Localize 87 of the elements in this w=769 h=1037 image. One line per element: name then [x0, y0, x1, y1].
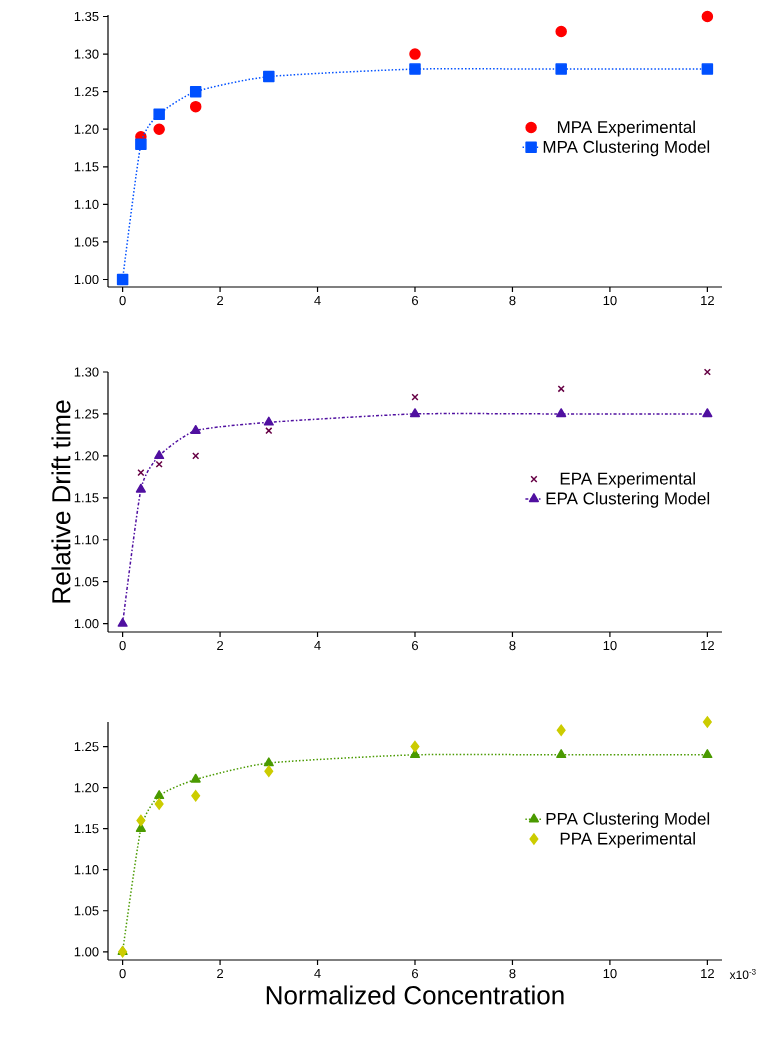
point	[409, 408, 421, 418]
x-tick-label: 6	[412, 295, 419, 306]
point	[557, 385, 565, 393]
point	[556, 408, 567, 418]
x-tick-label: 2	[217, 640, 224, 650]
y-tick-label: 1.10	[74, 199, 99, 209]
y-axis-title: Relative Drift time	[51, 400, 71, 603]
x-tick-label: 8	[509, 640, 516, 651]
point	[135, 483, 146, 493]
x-tick-label: 12	[701, 640, 714, 650]
x-tick-label: 4	[314, 968, 321, 978]
point	[702, 749, 713, 759]
y-tick-label: 1.35	[74, 11, 99, 22]
point	[556, 724, 566, 736]
point	[154, 790, 165, 800]
y-tick-label: 1.30	[74, 49, 99, 59]
y-tick-label: 1.05	[74, 577, 99, 587]
point	[154, 450, 165, 460]
x-tick-label: 8	[509, 295, 516, 306]
legend-label: EPA Clustering Model	[546, 492, 710, 508]
point	[116, 273, 129, 286]
point	[190, 424, 201, 434]
point	[555, 63, 567, 75]
x-tick-label: 0	[119, 968, 126, 979]
point	[135, 138, 147, 150]
x-tick-label: 12	[701, 295, 714, 306]
point	[263, 70, 275, 83]
x-tick-label: 2	[217, 968, 224, 978]
y-tick-label: 1.15	[74, 824, 99, 834]
x-tick-label: 12	[701, 968, 714, 978]
y-tick-label: 1.20	[74, 451, 99, 461]
x-tick-label: 10	[603, 640, 617, 651]
point	[556, 749, 567, 759]
x-tick-label: 10	[603, 295, 617, 306]
point	[154, 798, 164, 810]
legend-label: MPA Experimental	[557, 120, 695, 137]
y-tick-label: 1.10	[74, 865, 99, 875]
legend-label: PPA Clustering Model	[546, 812, 710, 829]
y-tick-label: 1.05	[74, 906, 99, 916]
y-tick-label: 1.00	[74, 274, 99, 285]
x-axis-title: Normalized Concentration	[266, 985, 564, 1005]
legend-label: MPA Clustering Model	[543, 140, 710, 157]
point	[136, 814, 146, 827]
y-tick-label: 1.20	[74, 783, 99, 793]
legend-label: EPA Experimental	[560, 472, 695, 489]
x-tick-label: 10	[603, 968, 617, 979]
y-tick-label: 1.15	[74, 162, 99, 172]
point	[409, 749, 421, 759]
point	[190, 773, 201, 783]
point	[409, 48, 421, 60]
x-tick-label: 0	[119, 295, 126, 306]
point	[263, 416, 274, 426]
point	[701, 63, 714, 75]
x-tick-label: 8	[509, 968, 516, 979]
point	[701, 10, 714, 23]
point	[555, 25, 567, 38]
point	[153, 108, 165, 120]
point	[189, 85, 202, 98]
point	[264, 765, 274, 777]
point	[189, 100, 202, 113]
point	[117, 617, 128, 627]
point	[702, 408, 713, 418]
x-tick-label: 2	[217, 295, 224, 306]
y-tick-label: 1.20	[74, 124, 99, 134]
x-tick-label: 4	[314, 640, 321, 650]
y-tick-label: 1.00	[74, 619, 99, 629]
y-tick-label: 1.00	[74, 947, 99, 957]
point	[263, 757, 274, 767]
x-tick-label: 6	[412, 640, 419, 651]
y-tick-label: 1.05	[74, 237, 99, 247]
point	[703, 368, 711, 376]
point	[410, 740, 420, 753]
y-tick-label: 1.15	[74, 493, 99, 503]
y-tick-label: 1.25	[74, 742, 99, 752]
y-tick-label: 1.10	[74, 535, 99, 545]
x-tick-label: 4	[314, 295, 321, 305]
point	[153, 123, 165, 135]
x-tick-label: 0	[119, 640, 126, 651]
y-tick-label: 1.30	[74, 367, 99, 377]
point	[409, 63, 421, 75]
text: x10$^{-3}$	[729, 968, 756, 980]
legend-label: PPA Experimental	[560, 832, 695, 848]
point	[702, 716, 712, 728]
point	[191, 790, 201, 802]
y-tick-label: 1.25	[74, 409, 99, 419]
x-tick-label: 6	[412, 968, 419, 979]
y-tick-label: 1.25	[74, 87, 99, 97]
